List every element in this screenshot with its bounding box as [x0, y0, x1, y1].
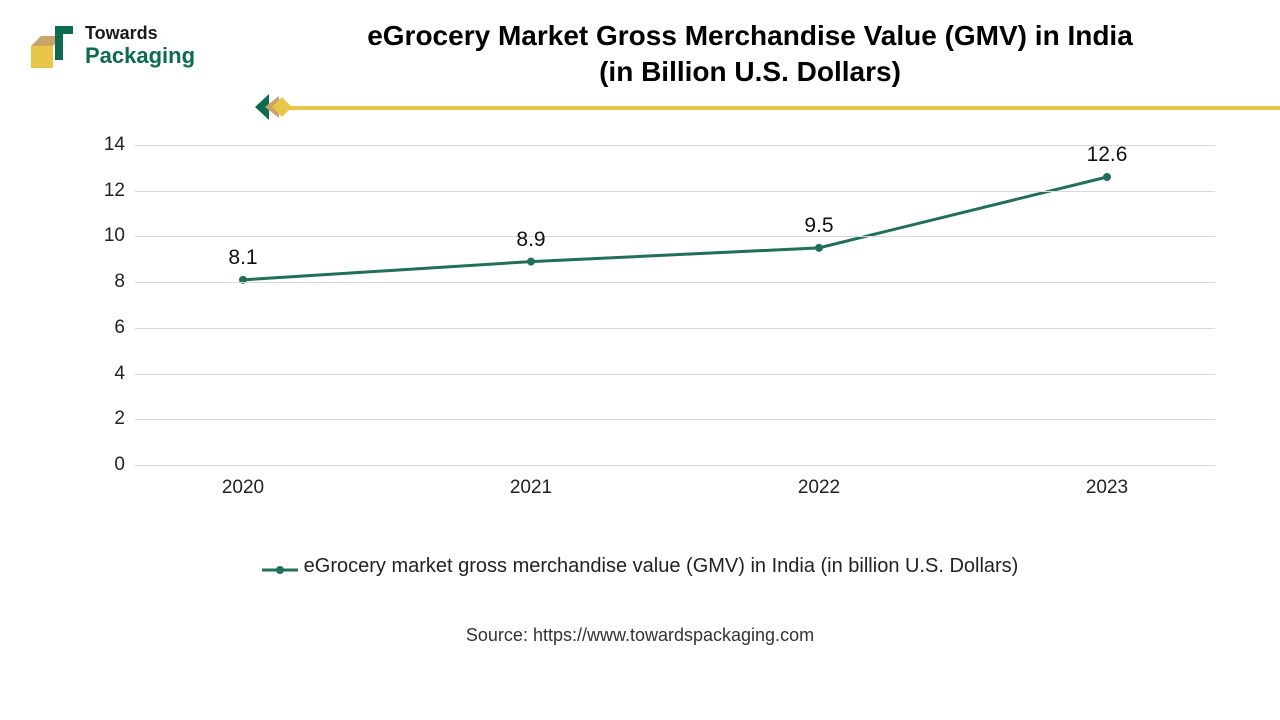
data-label: 12.6 [1087, 143, 1128, 167]
y-tick-label: 10 [104, 225, 125, 247]
gridline [135, 145, 1215, 146]
gridline [135, 328, 1215, 329]
x-tick-label: 2021 [510, 477, 552, 499]
series-marker [1103, 173, 1111, 181]
gridline [135, 191, 1215, 192]
x-tick-label: 2020 [222, 477, 264, 499]
plot-area: 0246810121420202021202220238.18.99.512.6 [135, 145, 1215, 465]
data-label: 9.5 [804, 214, 833, 238]
title-divider [245, 96, 1280, 120]
brand-logo-text: Towards Packaging [85, 24, 195, 68]
x-tick-label: 2023 [1086, 477, 1128, 499]
y-tick-label: 2 [114, 408, 125, 430]
x-tick-label: 2022 [798, 477, 840, 499]
y-tick-label: 0 [114, 454, 125, 476]
legend-swatch-icon [262, 560, 298, 574]
gridline [135, 465, 1215, 466]
y-tick-label: 12 [104, 180, 125, 202]
legend: eGrocery market gross merchandise value … [0, 555, 1280, 578]
y-tick-label: 14 [104, 134, 125, 156]
line-series-svg [135, 145, 1215, 465]
source-text: Source: https://www.towardspackaging.com [0, 625, 1280, 646]
box-icon [25, 20, 77, 72]
divider-ornament-icon [245, 90, 291, 124]
brand-logo: Towards Packaging [25, 20, 195, 72]
series-marker [815, 244, 823, 252]
brand-logo-mark [25, 20, 77, 72]
data-label: 8.9 [516, 228, 545, 252]
y-tick-label: 4 [114, 363, 125, 385]
data-label: 8.1 [228, 246, 257, 270]
series-line [243, 177, 1107, 280]
brand-line2: Packaging [85, 44, 195, 68]
chart: 0246810121420202021202220238.18.99.512.6 [85, 145, 1215, 505]
chart-title-text: eGrocery Market Gross Merchandise Value … [367, 20, 1133, 87]
series-marker [527, 258, 535, 266]
legend-label: eGrocery market gross merchandise value … [304, 555, 1019, 578]
gridline [135, 282, 1215, 283]
y-tick-label: 6 [114, 317, 125, 339]
brand-line1: Towards [85, 24, 195, 44]
gridline [135, 236, 1215, 237]
chart-title: eGrocery Market Gross Merchandise Value … [260, 18, 1240, 91]
gridline [135, 419, 1215, 420]
gridline [135, 374, 1215, 375]
divider-line [285, 106, 1280, 110]
y-tick-label: 8 [114, 271, 125, 293]
page: Towards Packaging eGrocery Market Gross … [0, 0, 1280, 720]
